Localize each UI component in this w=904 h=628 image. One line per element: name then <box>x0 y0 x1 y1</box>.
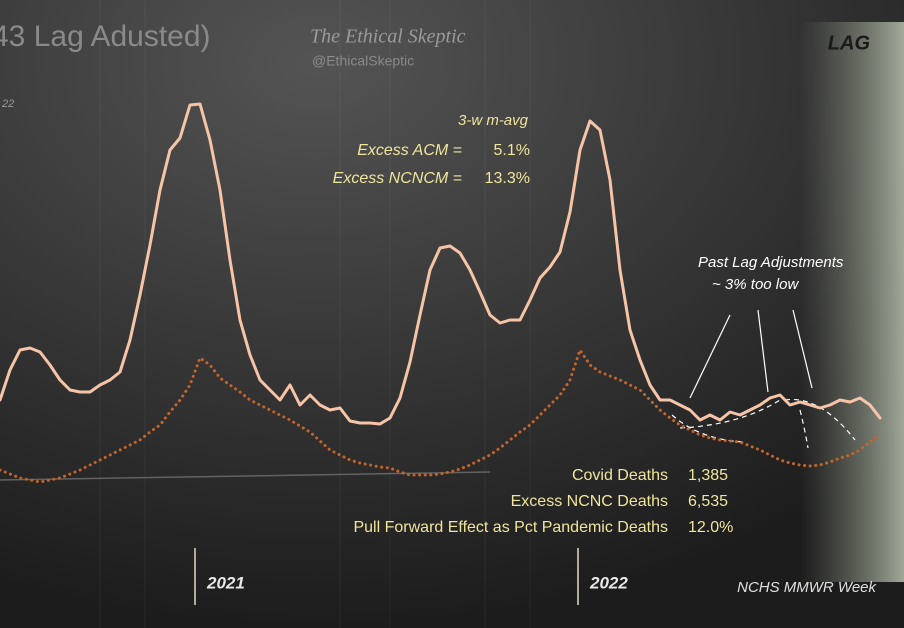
stat-label: Excess NCNC Deaths <box>511 493 668 510</box>
lag-note: Past Lag Adjustments <box>698 254 844 271</box>
lag-label: LAG <box>828 32 870 54</box>
stat-value: 6,535 <box>688 493 728 510</box>
avg-value: 13.3% <box>485 170 530 187</box>
lag-region <box>800 22 904 582</box>
lag-note: ~ 3% too low <box>712 276 799 293</box>
watermark-handle: @EthicalSkeptic <box>312 53 414 69</box>
stat-label: Pull Forward Effect as Pct Pandemic Deat… <box>353 519 668 536</box>
avg-heading: 3-w m-avg <box>458 112 529 129</box>
series-line <box>0 102 882 426</box>
x-tick-label: 2021 <box>206 573 245 592</box>
chart-title: 43 Lag Adusted) <box>0 20 211 53</box>
subtitle: 22 <box>1 98 14 110</box>
x-axis-label: NCHS MMWR Week <box>737 579 877 596</box>
x-tick-label: 2022 <box>589 573 628 592</box>
stat-label: Covid Deaths <box>572 467 668 484</box>
avg-label: Excess ACM = <box>357 142 462 159</box>
watermark: The Ethical Skeptic <box>310 26 466 48</box>
avg-label: Excess NCNCM = <box>333 170 462 187</box>
stat-value: 1,385 <box>688 467 728 484</box>
avg-value: 5.1% <box>494 142 530 159</box>
vertical-bands <box>99 0 531 628</box>
stat-value: 12.0% <box>688 519 733 536</box>
